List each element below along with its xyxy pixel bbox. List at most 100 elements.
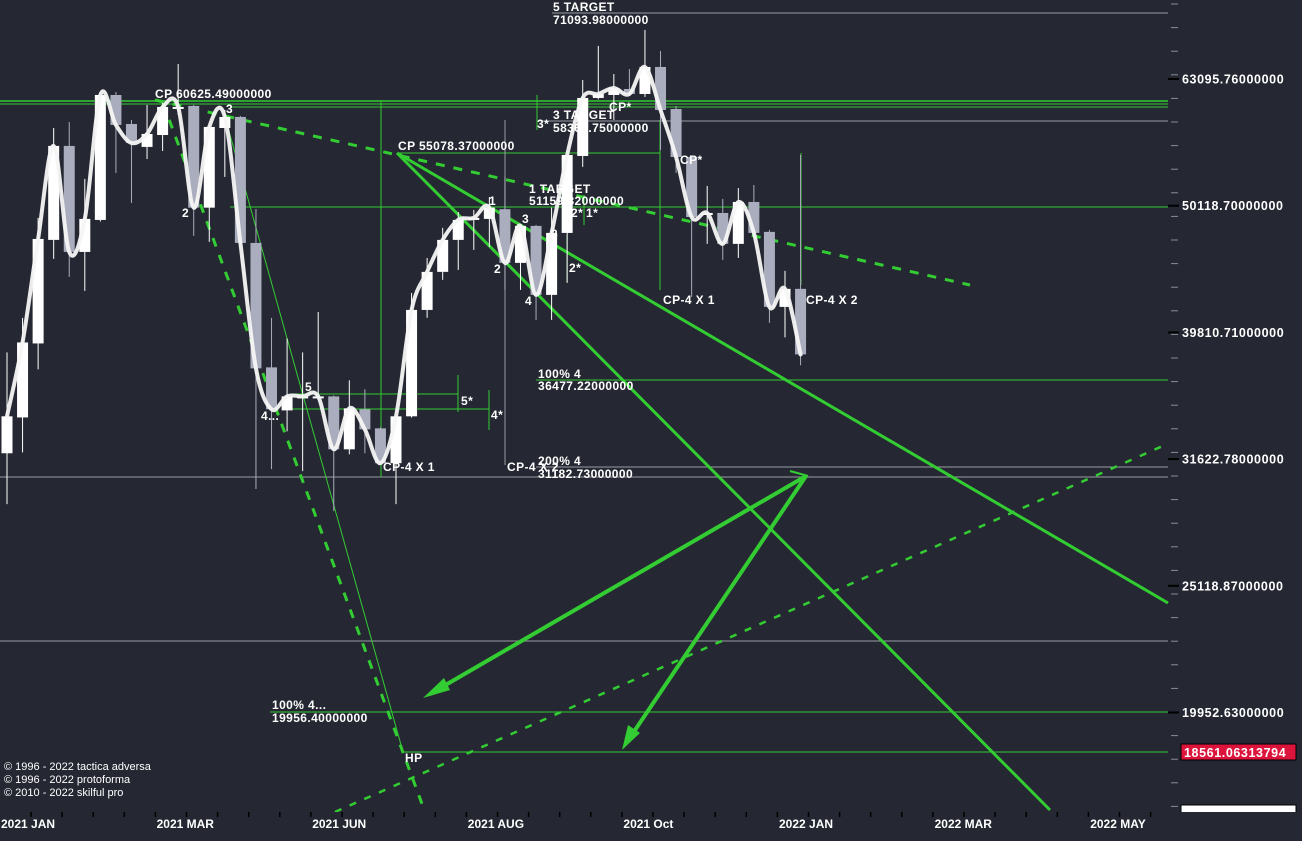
candle[interactable] — [266, 317, 278, 470]
candle-body — [32, 238, 44, 344]
x-tick-label: 2021 AUG — [468, 817, 524, 831]
y-tick-label: 39810.71000000 — [1182, 326, 1284, 340]
candle[interactable] — [561, 154, 573, 283]
candle[interactable] — [250, 208, 262, 490]
candle[interactable] — [343, 380, 355, 455]
candle-body — [732, 201, 744, 244]
candle-body — [452, 219, 464, 240]
current-price-label: 18561.06313794 — [1184, 746, 1286, 760]
candle[interactable] — [79, 178, 91, 291]
candle-body — [577, 97, 589, 156]
candle-body — [499, 209, 511, 263]
candle[interactable] — [1, 352, 13, 505]
candle-body — [390, 416, 402, 464]
candle[interactable] — [374, 427, 386, 465]
candle[interactable] — [188, 104, 200, 236]
candle[interactable] — [234, 115, 246, 245]
candle-body — [234, 116, 246, 243]
candle[interactable] — [530, 224, 542, 320]
candle[interactable] — [732, 187, 744, 258]
copyright-line: © 1996 - 2022 tactica adversa — [4, 761, 152, 773]
wave-label: 1* — [586, 206, 598, 220]
candle[interactable] — [359, 389, 371, 454]
candle[interactable] — [639, 29, 651, 97]
candle-body — [1, 416, 13, 454]
target-label: 5 TARGET — [553, 0, 615, 14]
candle[interactable] — [686, 155, 698, 297]
candle-body — [670, 108, 682, 157]
wave-label: 5 — [305, 380, 312, 394]
fib-value: 31182.73000000 — [538, 467, 633, 481]
wave-label: 2* — [569, 261, 581, 275]
wave-label: 3 — [522, 212, 529, 226]
current-price-badge — [1180, 743, 1297, 761]
candle-body — [188, 105, 200, 208]
x-tick-label: 2021 MAR — [157, 817, 215, 831]
projection-arrow[interactable] — [428, 474, 808, 696]
cp-label: CP* — [680, 153, 703, 167]
y-tick-label: 63095.76000000 — [1182, 73, 1284, 87]
cp-label: CP 60625.49000000 — [155, 87, 272, 101]
candle-body — [406, 309, 418, 417]
y-axis[interactable]: 63095.76000000 50118.70000000 39810.710000… — [1168, 3, 1284, 807]
x-axis[interactable]: 2021 JAN 2021 MAR 2021 JUN 2021 AUG 2021 Oct… — [1, 812, 1152, 831]
candle-body — [343, 408, 355, 450]
price-badge-clipped — [1180, 804, 1297, 814]
candle-body — [48, 145, 60, 240]
cp-label: CP-4 X 1 — [383, 460, 435, 474]
candle-body — [483, 207, 495, 219]
candle[interactable] — [281, 338, 293, 432]
x-tick-label: 2021 Oct — [623, 817, 673, 831]
arrow-head-icon — [622, 725, 640, 750]
hp-label: HP — [405, 751, 422, 765]
projection-arrow[interactable] — [625, 474, 808, 744]
candle[interactable] — [795, 154, 807, 366]
candle-body — [17, 342, 29, 418]
candle[interactable] — [328, 395, 340, 512]
y-tick-label: 19952.63000000 — [1182, 706, 1284, 720]
candle-body — [328, 396, 340, 450]
candle-body — [561, 154, 573, 233]
x-tick-label: 2022 MAR — [935, 817, 993, 831]
candle[interactable] — [94, 93, 106, 222]
fib-value: 19956.40000000 — [272, 711, 368, 725]
arrow-head-icon — [423, 678, 450, 698]
candle[interactable] — [110, 92, 122, 173]
cp-label: CP-4 X 2 — [507, 460, 559, 474]
candle[interactable] — [514, 224, 526, 290]
y-tick-label: 50118.70000000 — [1182, 199, 1284, 213]
wave-label: 2 — [494, 262, 501, 276]
candle[interactable] — [748, 185, 760, 235]
candle-body — [79, 218, 91, 252]
fib-label: 100% 4... — [272, 698, 326, 712]
candle[interactable] — [779, 270, 791, 338]
trend-line-dashed[interactable] — [334, 443, 1166, 814]
candle-body — [266, 367, 278, 410]
candle-body — [530, 225, 542, 295]
candle-body — [374, 428, 386, 464]
wave-label: 3* — [537, 117, 549, 131]
candle[interactable] — [125, 119, 137, 203]
candle[interactable] — [203, 126, 215, 242]
wave-label: 1 — [489, 194, 496, 208]
candle[interactable] — [608, 74, 620, 120]
copyright-line: © 1996 - 2022 protoforma — [4, 774, 131, 786]
x-tick-label: 2022 JAN — [779, 817, 833, 831]
candle[interactable] — [157, 102, 169, 151]
candle-body — [203, 126, 215, 208]
candle[interactable] — [717, 198, 729, 260]
target-value: 58360.75000000 — [553, 121, 649, 135]
candle-body — [686, 156, 698, 217]
candle-body — [157, 106, 169, 136]
x-tick-label: 2021 JUN — [312, 817, 366, 831]
target-label: 3 TARGET — [553, 108, 615, 122]
candle-body — [94, 94, 106, 220]
candle-body — [655, 66, 667, 110]
trend-line-thin[interactable] — [224, 116, 404, 753]
wave-label: 3 — [551, 227, 558, 241]
candle[interactable] — [655, 50, 667, 150]
candle[interactable] — [390, 415, 402, 505]
cp-label: CP-4 X 2 — [806, 293, 858, 307]
candle[interactable] — [499, 176, 511, 290]
